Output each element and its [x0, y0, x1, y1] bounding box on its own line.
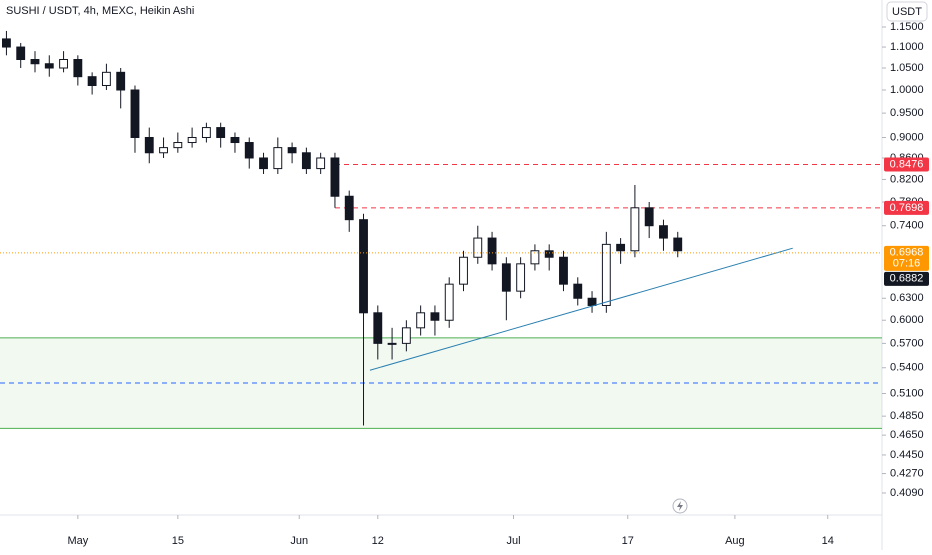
icon-bolt[interactable] — [677, 501, 683, 511]
last-price-box — [884, 245, 929, 271]
candle-body — [401, 327, 411, 344]
x-tick-label: Aug — [725, 535, 745, 547]
candle-body — [273, 147, 283, 170]
y-tick-label: 0.7400 — [890, 220, 924, 232]
candle-body — [216, 127, 226, 138]
candle-body — [487, 237, 497, 265]
candle-body — [630, 207, 640, 252]
currency-button[interactable] — [886, 1, 928, 22]
candle-body — [316, 157, 326, 170]
level-label: 0.8476 — [890, 158, 924, 170]
y-tick-label: 0.5100 — [890, 387, 924, 399]
candle-body — [359, 219, 368, 314]
candle-body — [473, 237, 483, 258]
x-tick-label: 12 — [372, 535, 384, 547]
y-tick-label: 0.4450 — [890, 449, 924, 461]
candle-body — [230, 136, 240, 144]
candle-body — [416, 312, 426, 329]
candle-body — [130, 89, 140, 138]
y-tick-label: 0.4850 — [890, 410, 924, 422]
x-tick-label: Jul — [506, 535, 520, 547]
x-tick-label: 15 — [172, 535, 184, 547]
x-tick-label: Jun — [290, 535, 308, 547]
candle-body — [201, 127, 211, 138]
candle-body — [387, 342, 397, 345]
candle-body — [659, 225, 668, 239]
candle-body — [616, 243, 626, 252]
candle-body — [673, 237, 683, 252]
y-tick-label: 0.9000 — [890, 131, 924, 143]
chart-title: SUSHI / USDT, 4h, MEXC, Heikin Ashi — [6, 5, 194, 17]
candle-body — [330, 157, 340, 197]
candle-body — [259, 157, 268, 170]
y-tick-label: 1.0000 — [890, 84, 924, 96]
candle-body — [144, 136, 154, 154]
candle-body — [30, 59, 40, 65]
candle-body — [430, 312, 440, 321]
y-tick-label: 0.6300 — [890, 292, 924, 304]
prev-close-label: 0.6882 — [890, 273, 924, 285]
candle-body — [116, 71, 126, 91]
candle-body — [187, 136, 197, 144]
candle-body — [644, 207, 654, 227]
candle-body — [530, 250, 540, 265]
candle-body — [559, 256, 568, 285]
candle-body — [59, 59, 68, 69]
candle-body — [344, 195, 354, 221]
y-tick-label: 0.4650 — [890, 429, 924, 441]
countdown-label: 07:16 — [893, 258, 921, 270]
currency-button-label[interactable]: USDT — [892, 6, 922, 18]
level-label-box — [884, 157, 929, 172]
x-tick-label: 17 — [622, 535, 634, 547]
candle-body — [244, 142, 254, 159]
y-tick-label: 0.9500 — [890, 107, 924, 119]
candle-body — [516, 263, 526, 292]
y-tick-label: 0.5400 — [890, 362, 924, 374]
x-tick-label: 14 — [822, 535, 834, 547]
last-price-label: 0.6968 — [890, 247, 924, 259]
candle-body — [1, 38, 11, 48]
x-tick-label: May — [67, 535, 88, 547]
candle-body — [501, 263, 511, 292]
level-label-box — [884, 200, 929, 215]
candle-body — [159, 147, 168, 154]
replay-icon[interactable] — [672, 498, 688, 514]
candle-body — [101, 71, 111, 87]
level-label: 0.7698 — [890, 202, 924, 214]
candle-body — [573, 283, 583, 299]
candle-body — [373, 312, 383, 344]
y-tick-label: 0.4270 — [890, 467, 924, 479]
candle-body — [301, 152, 311, 170]
candle-body — [601, 243, 611, 306]
candle-body — [444, 283, 454, 321]
trendline — [369, 247, 793, 371]
y-tick-label: 0.5700 — [890, 337, 924, 349]
y-tick-label: 0.6000 — [890, 314, 924, 326]
candle-body — [544, 250, 554, 258]
y-tick-label: 0.4090 — [890, 487, 924, 499]
candle-body — [87, 76, 97, 87]
candle-body — [44, 63, 54, 69]
y-tick-label: 1.1000 — [890, 41, 924, 53]
candle-body — [287, 147, 297, 154]
candle-body — [587, 297, 597, 306]
candle-body — [16, 46, 26, 61]
candle-body — [459, 256, 468, 285]
candle-body — [173, 142, 183, 149]
prev-close-box — [884, 271, 929, 286]
y-tick-label: 1.0500 — [890, 62, 924, 74]
candle-body — [73, 59, 83, 78]
y-tick-label: 0.8200 — [890, 173, 924, 185]
y-tick-label: 1.1500 — [890, 21, 924, 33]
